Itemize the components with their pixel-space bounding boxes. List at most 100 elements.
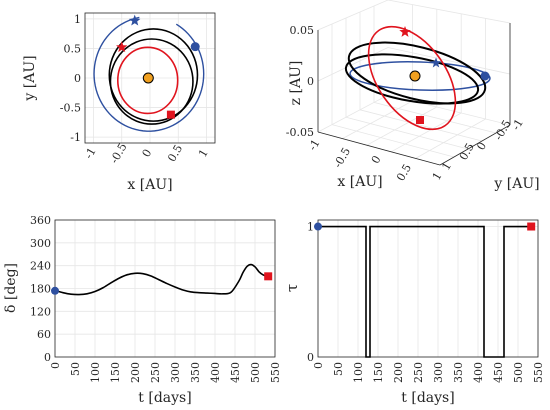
- p2-edge: [317, 131, 441, 166]
- p1-xtick-label: 0.5: [165, 142, 185, 164]
- p4-ylabel: τ: [283, 284, 301, 292]
- p1-orbit-black: [108, 28, 199, 122]
- p2-grid-z: [317, 47, 389, 82]
- p3-end-marker: [264, 272, 273, 281]
- p4-axes-box: [317, 219, 539, 358]
- p1-start-marker: [190, 42, 200, 52]
- p2-sun-marker: [409, 70, 421, 82]
- p1-ytick-label: 0.5: [64, 42, 82, 55]
- p4-grid: [317, 220, 539, 358]
- p3-ytick-label: 240: [30, 260, 51, 273]
- p4-xtick-label: 200: [392, 362, 405, 383]
- p3-ytick-label: 60: [37, 328, 51, 341]
- p1-orbits: [93, 14, 205, 132]
- p2-star-red: [399, 26, 411, 37]
- p1-sun-marker: [142, 72, 154, 84]
- p1-axes-box: [84, 12, 216, 144]
- p2-grid-floor: [373, 102, 497, 134]
- p3-grid: [54, 219, 276, 358]
- panel-xy-orbits: -1 -0.5 0 0.5 1 -1 -0.5 0 0.5 1 x [AU] y [AU]: [22, 12, 216, 193]
- p4-ytick-label: 1: [307, 221, 314, 234]
- p4-xtick-label: 300: [432, 362, 445, 383]
- p3-ytick-label: 360: [30, 214, 51, 227]
- p3-ytick-label: 300: [30, 237, 51, 250]
- p4-xtick-label: 550: [532, 362, 545, 383]
- p3-xtick-label: 550: [269, 362, 282, 383]
- p2-edge: [439, 124, 511, 166]
- p3-xtick-label: 50: [69, 362, 82, 376]
- p4-xtick-label: 500: [512, 362, 525, 383]
- p2-box: [317, 0, 511, 166]
- p3-ticks: 0 50 100 150 200 250 300 350 400 450 500 550 0 60 120 1…: [30, 214, 282, 383]
- p3-xtick-label: 400: [209, 362, 222, 383]
- p4-xtick-label: 400: [472, 362, 485, 383]
- p2-zlabel: y [AU]: [493, 176, 539, 192]
- p2-xtick-label: 0.5: [394, 162, 414, 184]
- p2-grid-z: [387, 0, 511, 24]
- p3-xtick-label: 300: [169, 362, 182, 383]
- p3-start-marker: [51, 286, 59, 295]
- p2-grid-floor: [331, 124, 455, 158]
- p1-star-red: [116, 41, 128, 53]
- p4-plot: [314, 222, 536, 358]
- p2-orbits: [344, 25, 491, 131]
- p1-grid: [85, 13, 215, 143]
- p3-xtick-label: 200: [129, 362, 142, 383]
- p4-xtick-label: 250: [412, 362, 425, 383]
- p2-xtick-label: -1: [306, 137, 323, 153]
- p3-series-line: [54, 263, 268, 296]
- p2-ztick-label: 0.05: [290, 24, 315, 37]
- p4-xtick-label: 350: [452, 362, 465, 383]
- panel-delta: 0 50 100 150 200 250 300 350 400 450 500 550 0 60 120 1…: [3, 214, 282, 406]
- p3-xtick-label: 450: [229, 362, 242, 383]
- p2-grid-z: [317, 0, 389, 31]
- p3-xtick-label: 500: [249, 362, 262, 383]
- p2-orbit-blue: [349, 61, 491, 91]
- p3-xlabel: t [days]: [138, 390, 191, 406]
- p2-grid-z: [387, 47, 511, 75]
- p3-xtick-label: 350: [189, 362, 202, 383]
- p2-grid-floor: [391, 112, 462, 153]
- p3-ylabel: δ [deg]: [3, 263, 19, 313]
- p4-ytick-label: 0: [307, 351, 314, 364]
- p2-ytick-label: 0: [474, 140, 489, 153]
- p2-ylabel: z [AU]: [288, 61, 304, 106]
- p2-ztick-label: -0.05: [286, 126, 314, 139]
- p3-ytick-label: 180: [30, 283, 51, 296]
- p4-start-marker: [314, 222, 322, 231]
- p3-ytick-label: 120: [30, 305, 51, 318]
- p2-grid-floor: [342, 100, 413, 139]
- p3-xtick-label: 150: [109, 362, 122, 383]
- p1-ytick-label: -0.5: [60, 102, 81, 115]
- p1-ytick-label: 1: [74, 13, 81, 26]
- panel-tau: 0 50 100 150 200 250 300 350 400 450 500 550 0 1 t [d…: [283, 219, 545, 406]
- p1-xtick-label: 1: [196, 147, 211, 160]
- p1-orbit-red: [116, 46, 179, 115]
- p3-xtick-label: 250: [149, 362, 162, 383]
- p2-grid-floor: [415, 118, 486, 159]
- p4-ticks: 0 50 100 150 200 250 300 350 400 450 500 550 0 1: [307, 221, 545, 383]
- p2-star-blue: [430, 57, 442, 68]
- p2-orbit-red: [367, 25, 457, 131]
- p3-ytick-label: 0: [44, 351, 51, 364]
- p2-xtick-label: -0.5: [331, 145, 353, 170]
- p1-ytick-label: -1: [70, 131, 81, 144]
- p2-grid-floor: [345, 116, 469, 150]
- p1-ytick-label: 0: [74, 72, 81, 85]
- p1-xtick-label: -1: [82, 145, 99, 161]
- p3-xtick-label: 100: [89, 362, 102, 383]
- p2-orbit-black: [347, 41, 487, 105]
- p4-xtick-label: 100: [352, 362, 365, 383]
- p4-xtick-label: 450: [492, 362, 505, 383]
- p2-end-marker: [416, 116, 424, 124]
- p2-grid-floor: [359, 109, 483, 142]
- p2-ytick-label: -1: [509, 117, 526, 133]
- p1-xtick-label: 0: [140, 147, 155, 160]
- p2-grid-floor: [366, 106, 437, 146]
- p2-orbit-black: [344, 53, 480, 105]
- p3-xtick-label: 0: [49, 362, 62, 369]
- p2-xtick-label: 0: [369, 154, 384, 167]
- p1-xtick-label: -0.5: [108, 141, 130, 166]
